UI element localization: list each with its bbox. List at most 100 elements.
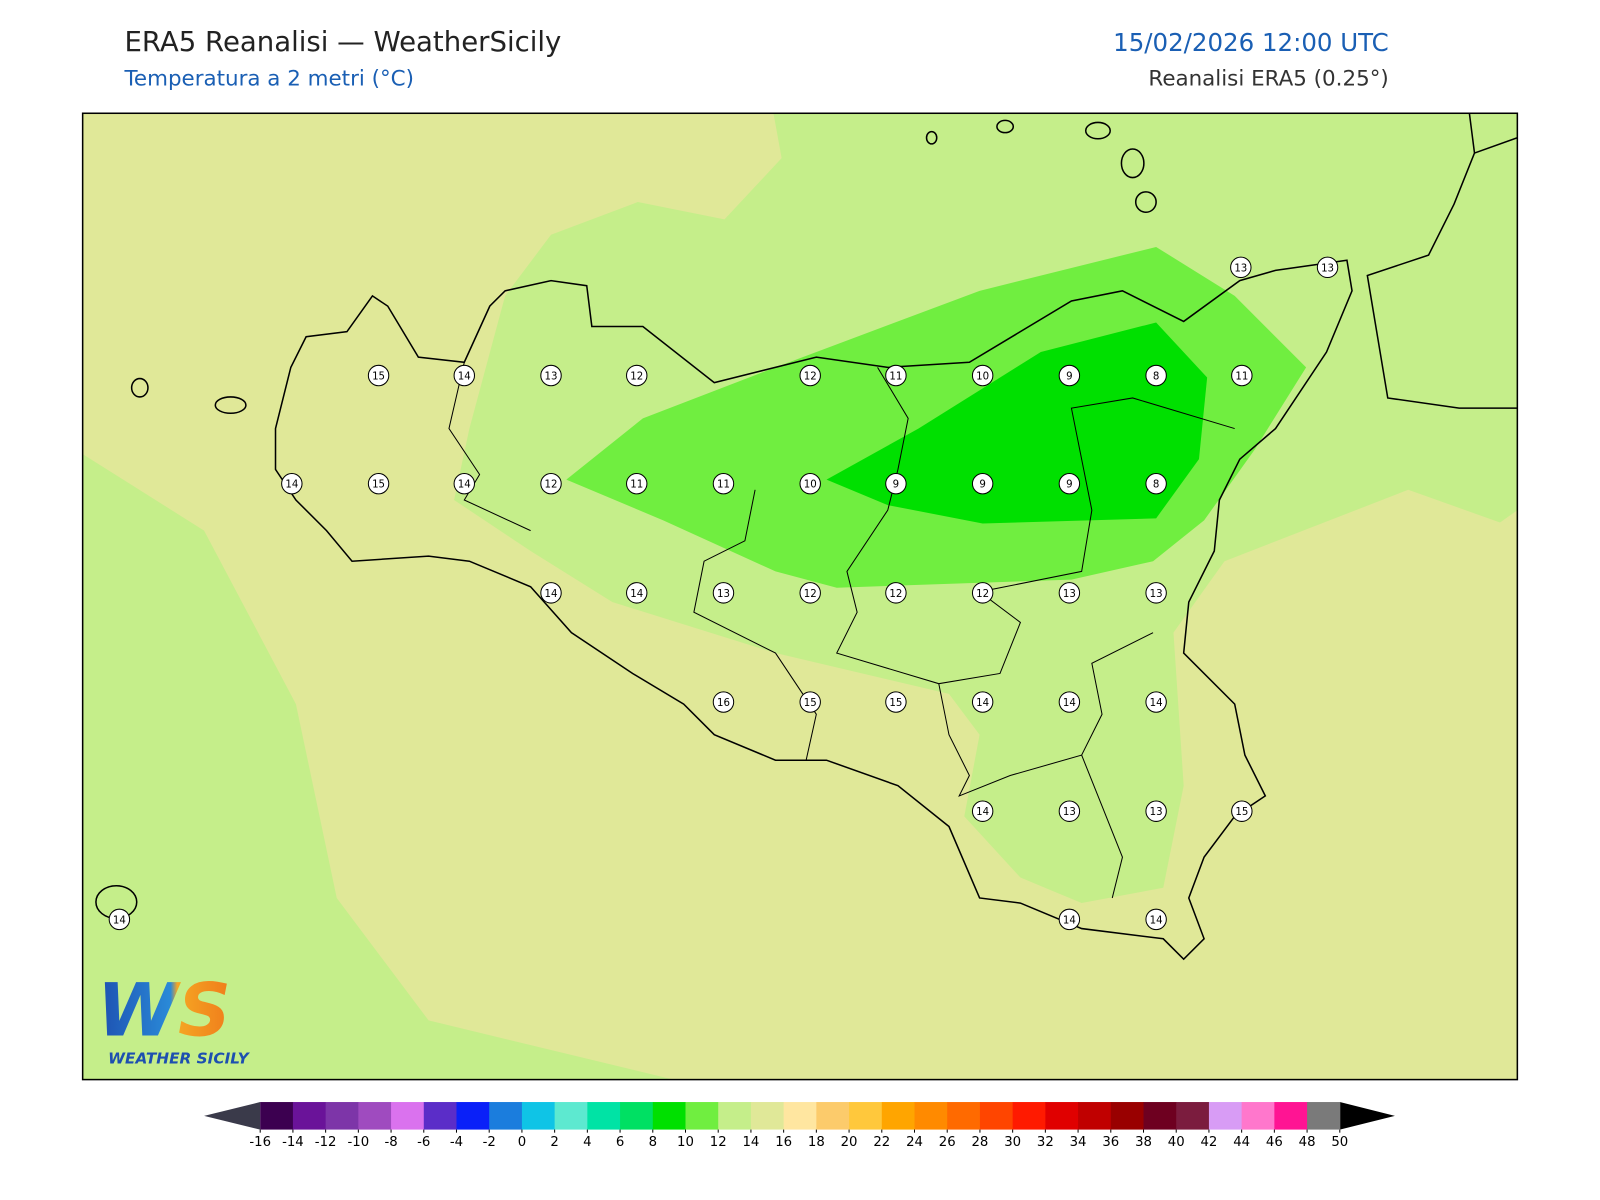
title: ERA5 Reanalisi — WeatherSicily [124, 26, 561, 58]
station-marker [885, 472, 907, 495]
province-borders [448, 362, 1235, 899]
colorbar-tick-label: 0 [518, 1135, 526, 1150]
station-marker [971, 800, 994, 822]
colorbar-segment [260, 1102, 294, 1130]
colorbar-segment [1307, 1102, 1341, 1130]
station-marker [1316, 256, 1339, 279]
colorbar-segment [1110, 1102, 1145, 1130]
colorbar-segment [620, 1102, 654, 1130]
station-value: 14 [1150, 915, 1163, 926]
colorbar-segment [554, 1102, 588, 1130]
station-marker [367, 472, 390, 495]
station-value: 8 [1153, 480, 1159, 491]
station-value: 14 [1150, 698, 1163, 709]
station-marker [1230, 256, 1252, 279]
colorbar-tick-label: 32 [1037, 1135, 1054, 1150]
station-value: 13 [1234, 263, 1247, 274]
station-value: 8 [1153, 372, 1159, 383]
station-marker [1145, 800, 1167, 822]
station-marker [367, 364, 390, 387]
sicily-coast [274, 259, 1353, 961]
colorbar-segment [1078, 1102, 1112, 1130]
island [1134, 191, 1157, 214]
colorbar-tick-label: -10 [348, 1135, 370, 1150]
map: 13 13 15 14 13 12 12 11 10 9 8 11 14 15 14 12 11 11 10 9 9 9 8… [82, 113, 1518, 1080]
colorbar-tick-label: 6 [616, 1135, 624, 1150]
station-value: 13 [545, 372, 558, 383]
colorbar-segment [652, 1102, 687, 1130]
colorbar-segment [325, 1102, 359, 1130]
colorbar-tick-label: 2 [550, 1135, 558, 1150]
colorbar-tick-label: 4 [583, 1135, 591, 1150]
station-marker [626, 472, 648, 495]
station-marker [1145, 364, 1167, 387]
colorbar-over [1339, 1102, 1395, 1130]
station-value: 13 [1150, 589, 1163, 600]
station-marker [626, 364, 648, 387]
station-marker [1058, 472, 1081, 495]
station-value: 14 [976, 807, 989, 818]
colorbar-tick-label: 42 [1200, 1135, 1217, 1150]
station-value: 13 [717, 589, 730, 600]
colorbar-segment [358, 1102, 392, 1130]
station-value: 13 [1063, 807, 1076, 818]
station-value: 14 [1063, 698, 1076, 709]
logo: WS WEATHER SICILY [97, 968, 251, 1067]
colorbar-segment [816, 1102, 850, 1130]
colorbar-tick-label: 10 [677, 1135, 694, 1150]
station-marker [540, 472, 562, 495]
station-value: 15 [889, 698, 902, 709]
island [1120, 148, 1145, 179]
colorbar-tick-label: -14 [282, 1135, 304, 1150]
subtitle: Temperatura a 2 metri (°C) [123, 67, 413, 92]
colorbar-tick-label: 22 [873, 1135, 890, 1150]
logo-mark: WS [97, 968, 231, 1053]
station-marker [1058, 691, 1081, 713]
colorbar-tick-label: 24 [906, 1135, 923, 1150]
colorbar-segment [914, 1102, 948, 1130]
colorbar-tick-label: -2 [483, 1135, 496, 1150]
station-value: 15 [372, 372, 385, 383]
island [1084, 121, 1111, 140]
colorbar-tick-label: 18 [808, 1135, 825, 1150]
colorbar-tick-label: 28 [971, 1135, 988, 1150]
colorbar-segment [750, 1102, 785, 1130]
station-value: 10 [804, 480, 817, 491]
station-value: 12 [545, 480, 558, 491]
station-marker [799, 364, 821, 387]
colorbar-segment [1176, 1102, 1210, 1130]
station-marker [799, 691, 821, 713]
colorbar-tick-label: -4 [450, 1135, 463, 1150]
colorbar-tick-label: -16 [249, 1135, 271, 1150]
colorbar-segment [1274, 1102, 1308, 1130]
station-marker [1231, 800, 1253, 822]
colorbar-segment [783, 1102, 817, 1130]
station-value: 10 [976, 372, 989, 383]
station-value: 15 [804, 698, 817, 709]
colorbar-tick-label: 26 [939, 1135, 956, 1150]
station-value: 14 [113, 915, 126, 926]
station-value: 13 [1321, 263, 1334, 274]
station-value: 12 [804, 372, 817, 383]
colorbar-tick-label: 48 [1299, 1135, 1316, 1150]
station-value: 14 [458, 372, 471, 383]
station-marker [1145, 691, 1167, 713]
coastlines [95, 113, 1518, 961]
stations: 13 13 15 14 13 12 12 11 10 9 8 11 14 15 14 12 11 11 10 9 9 9 8… [108, 256, 1339, 931]
colorbar-segment [881, 1102, 916, 1130]
station-marker [971, 364, 994, 387]
field-12-14 [82, 454, 674, 1080]
station-marker [1058, 908, 1081, 931]
colorbar-segment [391, 1102, 425, 1130]
colorbar-tick-label: -12 [315, 1135, 337, 1150]
station-marker [626, 582, 648, 604]
colorbar-segment [423, 1102, 458, 1130]
colorbar-segment [979, 1102, 1014, 1130]
colorbar: -16 -14 -12 -10 -8 -6 -4 -2 0 2 4 6 8 10 12 14 16 18 20 22 2… [204, 1102, 1395, 1150]
colorbar-tick-label: 46 [1266, 1135, 1283, 1150]
colorbar-segment [1143, 1102, 1177, 1130]
island [214, 396, 247, 415]
station-marker [712, 691, 735, 713]
station-value: 9 [893, 480, 899, 491]
